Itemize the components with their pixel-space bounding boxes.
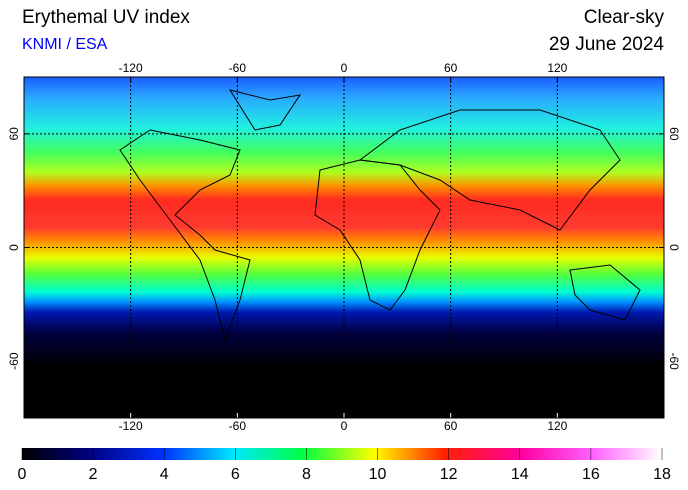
colorbar-label: 18 bbox=[653, 466, 671, 483]
colorbar-label: 0 bbox=[18, 466, 27, 483]
colorbar-label: 6 bbox=[231, 466, 240, 483]
y-tick-label: 0 bbox=[7, 244, 21, 251]
x-tick-label: -60 bbox=[229, 61, 247, 75]
y-tick-label: 60 bbox=[7, 127, 21, 141]
coastlines bbox=[119, 89, 641, 342]
title: Erythemal UV index bbox=[22, 7, 190, 28]
colorbar-label: 2 bbox=[89, 466, 98, 483]
y-tick-label: -60 bbox=[7, 352, 21, 370]
x-tick-label: 60 bbox=[444, 419, 458, 433]
colorbar-label: 12 bbox=[440, 466, 458, 483]
date: 29 June 2024 bbox=[549, 34, 665, 55]
x-tick-label: -120 bbox=[119, 61, 143, 75]
y-tick-label: 0 bbox=[667, 244, 681, 251]
x-tick-label: 120 bbox=[547, 419, 567, 433]
y-tick-label: 60 bbox=[667, 127, 681, 141]
colorbar-label: 4 bbox=[160, 466, 169, 483]
map-frame bbox=[23, 76, 665, 419]
x-tick-label: 120 bbox=[547, 61, 567, 75]
colorbar bbox=[22, 448, 662, 460]
colorbar-label: 10 bbox=[369, 466, 387, 483]
source: KNMI / ESA bbox=[22, 36, 108, 53]
y-tick-label: -60 bbox=[667, 352, 681, 370]
x-tick-label: -120 bbox=[119, 419, 143, 433]
x-tick-label: 60 bbox=[444, 61, 458, 75]
colorbar-label: 8 bbox=[302, 466, 311, 483]
x-tick-label: 0 bbox=[341, 419, 348, 433]
condition: Clear-sky bbox=[584, 7, 665, 28]
colorbar-label: 16 bbox=[582, 466, 600, 483]
colorbar-label: 14 bbox=[511, 466, 529, 483]
x-tick-label: 0 bbox=[341, 61, 348, 75]
x-tick-label: -60 bbox=[229, 419, 247, 433]
